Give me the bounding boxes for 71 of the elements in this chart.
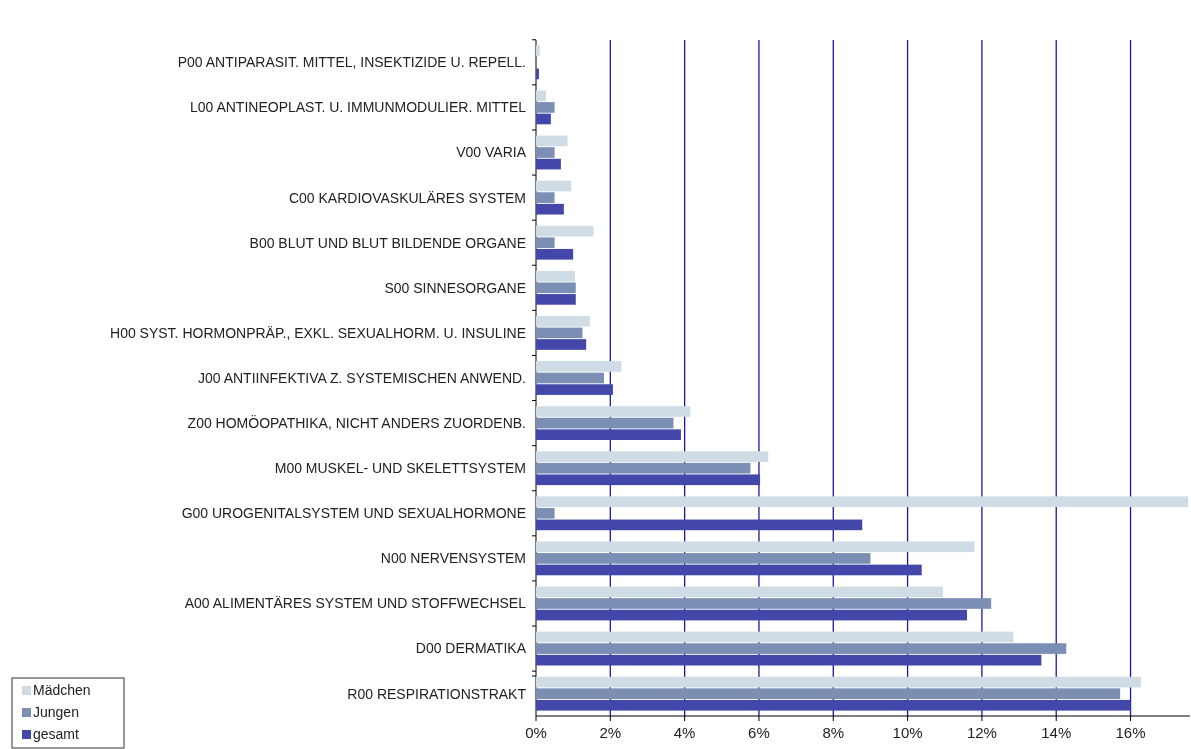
- y-tick-label: Z00 HOMÖOPATHIKA, NICHT ANDERS ZUORDENB.: [187, 414, 526, 431]
- x-tick-label: 6%: [748, 724, 770, 741]
- bar: [536, 237, 555, 249]
- x-tick-label: 12%: [966, 724, 997, 741]
- y-tick-label: L00 ANTINEOPLAST. U. IMMUNMODULIER. MITTEL: [189, 99, 527, 116]
- bar: [536, 90, 547, 102]
- legend-label: Jungen: [33, 704, 79, 720]
- bar: [536, 158, 561, 170]
- x-tick-label: 2%: [599, 724, 622, 741]
- bar: [536, 248, 574, 260]
- bar: [536, 699, 1131, 711]
- legend-label: gesamt: [33, 726, 80, 742]
- x-tick-label: 4%: [673, 724, 696, 741]
- bar: [536, 462, 751, 474]
- bar: [536, 586, 943, 598]
- bar: [536, 225, 594, 237]
- bar: [536, 643, 1067, 654]
- bar: [536, 147, 555, 158]
- bar: [536, 203, 564, 215]
- bar: [536, 519, 863, 531]
- y-tick-label: G00 UROGENITALSYSTEM UND SEXUALHORMONE: [181, 505, 526, 522]
- bar: [536, 45, 540, 57]
- bar: [536, 361, 622, 372]
- bar: [536, 474, 761, 486]
- bar: [536, 676, 1141, 688]
- y-tick-label: P00 ANTIPARASIT. MITTEL, INSEKTIZIDE U. REPELL.: [177, 54, 526, 71]
- y-tick-label: C00 KARDIOVASKULÄRES SYSTEM: [288, 189, 526, 206]
- bar: [536, 339, 587, 350]
- bar: [536, 654, 1042, 666]
- bar: [536, 282, 576, 294]
- bar: [536, 631, 1014, 643]
- bar: [536, 609, 968, 621]
- bar: [536, 68, 539, 80]
- bar: [536, 417, 674, 429]
- y-tick-label: J00 ANTIINFEKTIVA Z. SYSTEMISCHEN ANWEND.: [197, 369, 526, 386]
- bar: [536, 541, 975, 553]
- bar: [536, 113, 551, 125]
- bar: [536, 192, 555, 203]
- y-tick-label: N00 NERVENSYSTEM: [380, 550, 526, 567]
- x-tick-label: 8%: [822, 724, 845, 741]
- y-tick-label: R00 RESPIRATIONSTRAKT: [347, 685, 527, 702]
- bar: [536, 496, 1189, 508]
- bar: [536, 553, 871, 564]
- bar: [536, 180, 572, 192]
- x-tick-label: 10%: [892, 724, 923, 741]
- y-tick-label: S00 SINNESORGANE: [384, 279, 526, 296]
- x-tick-label: 14%: [1041, 724, 1072, 741]
- bar: [536, 270, 576, 282]
- bar: [536, 564, 922, 576]
- bar: [536, 384, 613, 395]
- bar: [536, 451, 769, 462]
- y-tick-label: H00 SYST. HORMONPRÄP., EXKL. SEXUALHORM. U. INSULINE: [110, 324, 526, 341]
- bar: [536, 135, 568, 147]
- bar: [536, 406, 691, 417]
- y-tick-label: M00 MUSKEL- UND SKELETTSYSTEM: [274, 460, 526, 477]
- y-tick-label: B00 BLUT UND BLUT BILDENDE ORGANE: [249, 234, 526, 251]
- legend-label: Mädchen: [33, 682, 91, 698]
- bar: [536, 327, 583, 339]
- bar: [536, 315, 590, 327]
- bar: [536, 598, 992, 609]
- x-tick-label: 16%: [1115, 724, 1146, 741]
- bar: [536, 429, 681, 441]
- y-tick-label: V00 VARIA: [456, 144, 527, 161]
- bar: [536, 372, 604, 384]
- bar: [536, 507, 555, 519]
- bar: [536, 294, 576, 305]
- y-tick-label: A00 ALIMENTÄRES SYSTEM UND STOFFWECHSEL: [184, 595, 527, 612]
- x-tick-label: 0%: [525, 724, 547, 741]
- y-tick-label: D00 DERMATIKA: [415, 640, 527, 657]
- bar: [536, 102, 555, 113]
- bar: [536, 688, 1121, 700]
